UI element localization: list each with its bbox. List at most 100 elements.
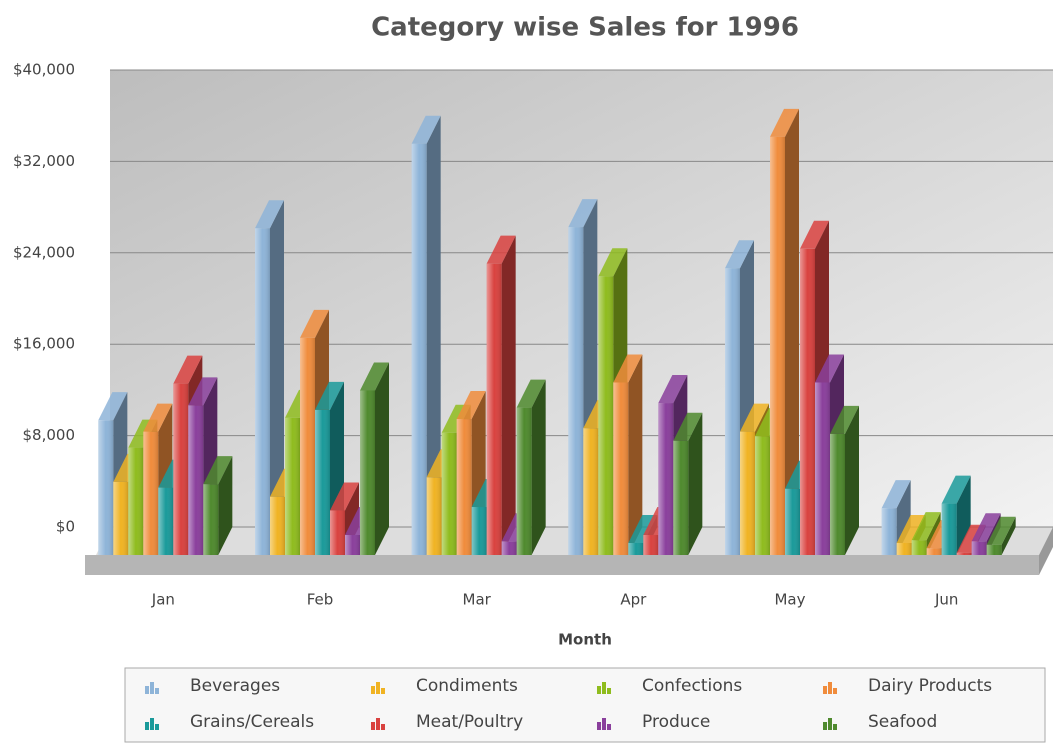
y-tick-label: $0 [56,518,75,536]
bar-shine [188,405,204,555]
bar-top [255,200,284,229]
bar-shine [456,419,472,555]
bar-shine [926,548,942,555]
x-tick-label: May [774,591,805,609]
bar-top [881,480,911,509]
bar-shine [971,541,987,555]
bar-shine [360,390,375,555]
bar-shine [896,543,912,555]
bar-top [770,108,799,137]
legend-icon [597,722,601,730]
bar-shine [173,383,189,555]
bar-top [411,115,441,144]
bar-top [315,381,344,410]
bar-shine [643,535,659,555]
floor-front [85,555,1039,575]
bar-side [1001,516,1016,555]
bar-shine [658,403,674,555]
bar-shine [583,428,599,555]
legend-label: Grains/Cereals [190,712,314,732]
bar-side [845,405,859,555]
bar-shine [501,541,517,555]
bar-side [375,362,389,555]
bar-top [658,375,688,404]
bar-shine [158,487,174,555]
bar-side [218,456,233,555]
bar-shine [628,543,644,555]
bar-shine [568,227,584,556]
bar-shine [911,540,927,555]
y-tick-label: $16,000 [13,335,75,353]
bar-shine [330,510,345,555]
x-tick-label: Feb [307,591,334,609]
bar-top [971,513,1001,542]
bar-shine [800,248,815,555]
bar-top [941,475,971,504]
legend-icon [155,688,159,694]
x-tick-label: Mar [463,591,492,609]
legend-icon [602,718,606,730]
legend-icon [150,718,154,730]
legend-label: Condiments [416,676,518,696]
bar-shine [740,431,755,555]
bar-top [568,199,598,228]
bar-shine [300,337,315,555]
legend-icon [823,686,827,694]
bar-top [830,405,859,434]
bar-shine [830,433,845,555]
legend-label: Meat/Poultry [416,712,523,732]
bar-shine [203,484,219,555]
bar-side [785,108,799,555]
bar-shine [785,488,800,555]
bar-shine [98,420,114,555]
bar-shine [770,136,785,555]
legend-label: Seafood [868,712,937,732]
bar-shine [128,447,144,555]
bar-top [516,379,546,408]
legend-icon [381,724,385,730]
bar-side [426,115,441,555]
y-tick-label: $32,000 [13,152,75,170]
bar-shine [613,382,629,555]
bar-shine [941,503,957,555]
bar-shine [143,431,159,555]
bar-shine [956,552,972,555]
bar-top [300,309,329,338]
bar-shine [345,535,360,555]
bar-top [673,412,703,441]
legend-icon [145,722,149,730]
bar-top [740,403,769,432]
bar-top [486,235,516,264]
legend-icon [607,724,611,730]
bar-top [456,391,486,420]
bar-shine [881,508,897,555]
bar-shine [986,544,1002,555]
bar-top [598,248,628,277]
bar-top [911,512,941,541]
bar-side [501,235,516,555]
legend-icon [155,724,159,730]
bar-top [815,354,844,383]
bar-top [800,220,829,249]
bar-shine [441,432,457,555]
bar-side [628,354,643,555]
x-axis-title: Month [558,631,612,649]
legend-icon [371,722,375,730]
legend-icon [376,718,380,730]
bar-top [330,482,359,511]
bar-shine [516,407,532,555]
bar-side [688,412,703,555]
legend-icon [371,686,375,694]
y-tick-label: $24,000 [13,243,75,261]
bar-top [360,362,389,391]
y-tick-label: $8,000 [23,426,76,444]
legend-icon [602,682,606,694]
bar-shine [755,436,770,555]
bar-top [725,240,754,269]
legend-icon [828,718,832,730]
legend-box [124,667,1046,743]
legend-icon [376,682,380,694]
legend-label: Beverages [190,676,280,696]
bar-shine [598,276,614,555]
